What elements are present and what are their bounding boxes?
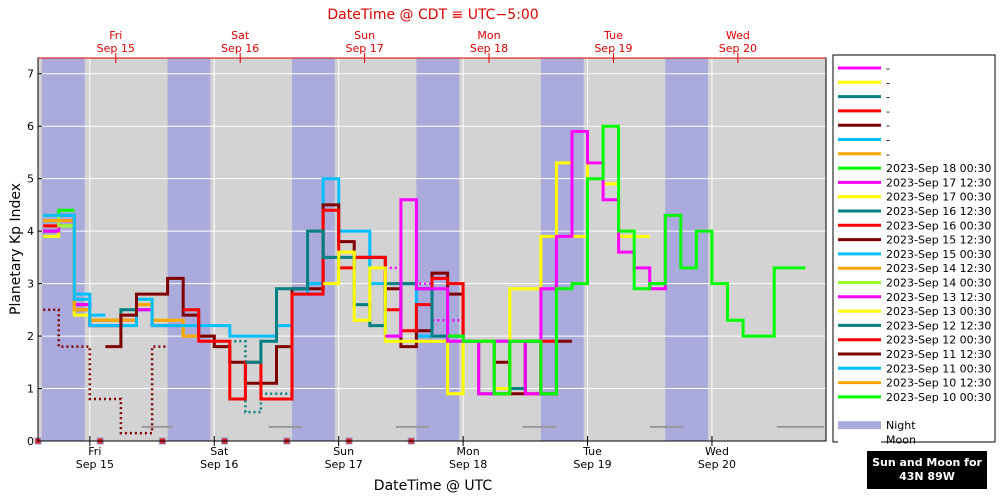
y-tick-label: 6 — [27, 120, 34, 133]
bottom-tick-day: Sat — [210, 445, 229, 458]
bottom-tick-date: Sep 16 — [200, 458, 238, 471]
legend-label: 2023-Sep 13 00:30 — [886, 305, 991, 318]
top-tick-day: Sun — [354, 29, 375, 42]
legend-swatch — [838, 421, 881, 430]
legend-swatch — [838, 435, 881, 444]
night-band — [665, 58, 709, 441]
legend-label: 2023-Sep 16 00:30 — [886, 219, 991, 232]
legend-label: 2023-Sep 13 12:30 — [886, 291, 991, 304]
legend-label: Night — [886, 419, 916, 432]
legend-label: 2023-Sep 10 12:30 — [886, 377, 991, 390]
top-tick-day: Wed — [726, 29, 750, 42]
top-title: DateTime @ CDT ≡ UTC−5:00 — [327, 7, 538, 23]
bottom-tick-day: Tue — [582, 445, 602, 458]
legend-label: 2023-Sep 18 00:30 — [886, 162, 991, 175]
legend-label: - — [886, 91, 890, 104]
bottom-tick-day: Wed — [705, 445, 729, 458]
top-tick-day: Fri — [109, 29, 122, 42]
top-tick-date: Sep 18 — [470, 42, 508, 55]
legend-label: 2023-Sep 12 12:30 — [886, 319, 991, 332]
y-tick-label: 7 — [27, 68, 34, 81]
bottom-tick-date: Sep 19 — [573, 458, 611, 471]
x-axis-title: DateTime @ UTC — [374, 478, 493, 494]
legend-label: 2023-Sep 15 00:30 — [886, 248, 991, 261]
y-tick-label: 5 — [27, 173, 34, 186]
night-band — [292, 58, 335, 441]
night-band — [167, 58, 211, 441]
bottom-tick-day: Fri — [88, 445, 101, 458]
y-tick-label: 0 — [27, 435, 34, 448]
legend-label: - — [886, 62, 890, 75]
y-axis-title: Planetary Kp Index — [8, 183, 24, 315]
legend-label: 2023-Sep 15 12:30 — [886, 234, 991, 247]
legend-label: 2023-Sep 17 00:30 — [886, 191, 991, 204]
sun-moon-line2: 43N 89W — [899, 470, 955, 483]
night-band — [416, 58, 460, 441]
y-tick-label: 1 — [27, 383, 34, 396]
bottom-tick-day: Sun — [333, 445, 354, 458]
legend-label: Moon — [886, 434, 916, 447]
forecast-line — [43, 177, 432, 338]
legend-box — [832, 54, 996, 443]
night-band — [41, 58, 85, 441]
bottom-tick-date: Sep 18 — [449, 458, 487, 471]
y-tick-label: 3 — [27, 278, 34, 291]
legend-label: 2023-Sep 16 12:30 — [886, 205, 991, 218]
legend-label: 2023-Sep 10 00:30 — [886, 391, 991, 404]
top-tick-date: Sep 17 — [345, 42, 383, 55]
sun-moon-line1: Sun and Moon for — [872, 456, 982, 469]
top-tick-day: Sat — [231, 29, 250, 42]
night-band — [540, 58, 584, 441]
legend-label: - — [886, 148, 890, 161]
top-tick-day: Tue — [603, 29, 623, 42]
top-tick-date: Sep 15 — [97, 42, 135, 55]
top-tick-date: Sep 20 — [719, 42, 757, 55]
bottom-tick-date: Sep 15 — [76, 458, 114, 471]
y-tick-label: 4 — [27, 225, 34, 238]
legend-label: 2023-Sep 12 00:30 — [886, 334, 991, 347]
bottom-tick-day: Mon — [457, 445, 480, 458]
legend-label: - — [886, 105, 890, 118]
forecast-dotted-line — [369, 266, 464, 322]
legend-label: - — [886, 134, 890, 147]
legend-label: 2023-Sep 14 12:30 — [886, 262, 991, 275]
legend-label: - — [886, 76, 890, 89]
legend-label: 2023-Sep 11 12:30 — [886, 348, 991, 361]
top-tick-date: Sep 16 — [221, 42, 259, 55]
sun-moon-badge: Sun and Moon for 43N 89W — [867, 451, 987, 489]
top-tick-day: Mon — [477, 29, 500, 42]
top-tick-date: Sep 19 — [594, 42, 632, 55]
bottom-tick-date: Sep 20 — [698, 458, 736, 471]
legend-label: 2023-Sep 17 12:30 — [886, 176, 991, 189]
forecast-dotted-line — [43, 308, 168, 435]
bottom-tick-date: Sep 17 — [325, 458, 363, 471]
legend-label: 2023-Sep 11 00:30 — [886, 362, 991, 375]
legend-label: 2023-Sep 14 00:30 — [886, 277, 991, 290]
y-tick-label: 2 — [27, 330, 34, 343]
forecast-line — [447, 124, 806, 396]
legend-label: - — [886, 119, 890, 132]
